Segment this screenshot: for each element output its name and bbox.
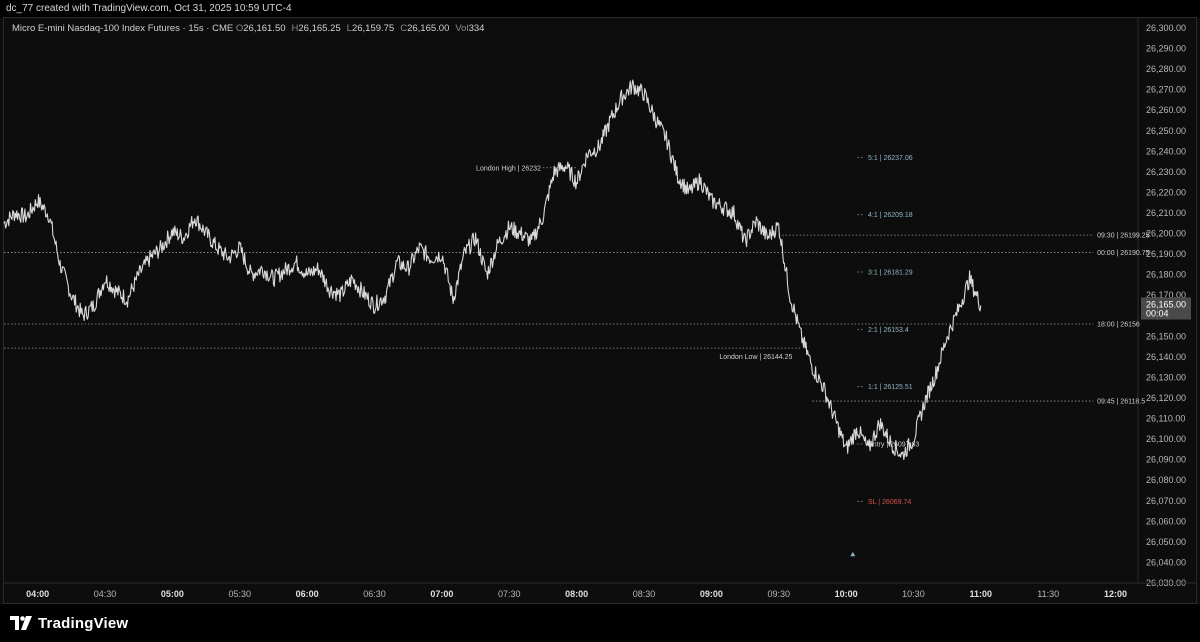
symbol-legend[interactable]: Micro E-mini Nasdaq-100 Index Futures · … bbox=[12, 23, 490, 34]
price-tick-label: 26,210.00 bbox=[1146, 208, 1186, 218]
price-tick-label: 26,130.00 bbox=[1146, 372, 1186, 382]
price-tick-label: 26,300.00 bbox=[1146, 23, 1186, 33]
time-tick-label: 08:00 bbox=[565, 589, 588, 599]
price-tick-label: 26,080.00 bbox=[1146, 475, 1186, 485]
price-series-line bbox=[3, 79, 982, 461]
time-tick-label: 06:00 bbox=[296, 589, 319, 599]
high-value: 26,165.25 bbox=[298, 23, 341, 34]
time-tick-label: 11:30 bbox=[1037, 589, 1059, 599]
price-tick-label: 26,150.00 bbox=[1146, 331, 1186, 341]
price-axis[interactable]: 26,030.0026,040.0026,050.0026,060.0026,0… bbox=[1137, 18, 1186, 588]
price-chart[interactable]: 26,030.0026,040.0026,050.0026,060.0026,0… bbox=[0, 0, 1200, 604]
price-tick-label: 26,070.00 bbox=[1146, 496, 1186, 506]
price-tick-label: 26,260.00 bbox=[1146, 105, 1186, 115]
top-bar: dc_77 created with TradingView.com, Oct … bbox=[0, 0, 1200, 18]
price-tick-label: 26,040.00 bbox=[1146, 557, 1186, 567]
time-tick-label: 10:00 bbox=[835, 589, 858, 599]
time-axis[interactable]: 04:00 04:30 05:00 05:30 06:00 06:30 07:00 07:30… bbox=[3, 582, 1197, 599]
chart-frame[interactable] bbox=[3, 17, 1197, 604]
time-tick-label: 09:00 bbox=[700, 589, 723, 599]
level-label: 09:45 | 26118.5 bbox=[1097, 399, 1145, 406]
low-value: 26,159.75 bbox=[351, 23, 395, 34]
level-label: SL | 26069.74 bbox=[868, 499, 911, 506]
price-tick-label: 26,230.00 bbox=[1146, 167, 1186, 177]
level-label: Entry | 26097.63 bbox=[868, 441, 919, 448]
open-value: 26,161.50 bbox=[243, 23, 286, 34]
price-tick-label: 26,100.00 bbox=[1146, 434, 1186, 444]
price-tick-label: 26,280.00 bbox=[1146, 64, 1186, 74]
symbol-name[interactable]: Micro E-mini Nasdaq-100 Index Futures · … bbox=[12, 23, 234, 34]
time-tick-label: 08:30 bbox=[633, 589, 656, 599]
tradingview-logo-text: TradingView bbox=[38, 614, 129, 632]
last-price-value: 26,165.00 bbox=[1146, 300, 1186, 310]
price-tick-label: 26,110.00 bbox=[1146, 414, 1185, 424]
level-label: 18:00 | 26156 bbox=[1097, 322, 1140, 329]
last-price-tag-bg bbox=[1141, 297, 1191, 320]
markers bbox=[850, 551, 856, 557]
level-label: 3:1 | 26181.29 bbox=[868, 270, 913, 277]
bar-countdown: 00:04 bbox=[1146, 309, 1169, 319]
triangle-up-icon bbox=[850, 551, 856, 557]
last-price-tag: 26,165.00 00:04 bbox=[1141, 297, 1191, 320]
price-tick-label: 26,240.00 bbox=[1146, 146, 1186, 156]
level-label: 1:1 | 26125.51 bbox=[868, 384, 913, 391]
time-tick-label: 06:30 bbox=[363, 589, 386, 599]
time-tick-label: 05:00 bbox=[161, 589, 184, 599]
open-label: O bbox=[235, 23, 244, 34]
price-tick-label: 26,060.00 bbox=[1146, 516, 1186, 526]
tradingview-logo-icon bbox=[10, 616, 32, 630]
level-label: 00:00 | 26190.75 bbox=[1097, 250, 1150, 257]
price-tick-label: 26,200.00 bbox=[1146, 229, 1186, 239]
time-tick-label: 04:30 bbox=[94, 589, 117, 599]
price-series bbox=[3, 79, 982, 461]
time-tick-label: 05:30 bbox=[229, 589, 252, 599]
price-tick-label: 26,170.00 bbox=[1146, 290, 1186, 300]
time-tick-label: 07:00 bbox=[430, 589, 453, 599]
level-label: 4:1 | 26209.18 bbox=[868, 212, 913, 219]
volume-label: Vol bbox=[455, 23, 469, 34]
price-tick-label: 26,140.00 bbox=[1146, 352, 1186, 362]
price-tick-label: 26,180.00 bbox=[1146, 270, 1186, 280]
time-tick-label: 04:00 bbox=[26, 589, 49, 599]
level-label: 2:1 | 26153.4 bbox=[868, 327, 909, 334]
level-label: London High | 26232 bbox=[476, 165, 541, 172]
tradingview-logo[interactable]: TradingView bbox=[10, 614, 128, 632]
price-tick-label: 26,120.00 bbox=[1146, 393, 1186, 403]
level-label: London Low | 26144.25 bbox=[719, 354, 792, 361]
credit-text: dc_77 created with TradingView.com, Oct … bbox=[6, 3, 292, 14]
time-tick-label: 10:30 bbox=[902, 589, 925, 599]
high-label: H bbox=[291, 23, 299, 34]
time-tick-label: 11:00 bbox=[970, 589, 993, 599]
volume-value: 334 bbox=[468, 23, 485, 34]
time-tick-label: 09:30 bbox=[767, 589, 790, 599]
footer-bar bbox=[0, 604, 1200, 642]
price-tick-label: 26,290.00 bbox=[1146, 44, 1186, 54]
level-label: 5:1 | 26237.06 bbox=[868, 155, 913, 162]
level-lines: London High | 26232 London Low | 26144.25… bbox=[4, 155, 1150, 506]
price-tick-label: 26,090.00 bbox=[1146, 455, 1186, 465]
low-label: L bbox=[346, 23, 352, 34]
close-label: C bbox=[400, 23, 408, 34]
time-tick-label: 12:00 bbox=[1104, 589, 1127, 599]
close-value: 26,165.00 bbox=[407, 23, 450, 34]
price-tick-label: 26,220.00 bbox=[1146, 187, 1186, 197]
price-tick-label: 26,190.00 bbox=[1146, 249, 1186, 259]
price-tick-label: 26,270.00 bbox=[1146, 85, 1186, 95]
price-tick-label: 26,250.00 bbox=[1146, 126, 1186, 136]
time-tick-label: 07:30 bbox=[498, 589, 521, 599]
price-tick-label: 26,050.00 bbox=[1146, 537, 1186, 547]
level-label: 09:30 | 26199.25 bbox=[1097, 233, 1150, 240]
